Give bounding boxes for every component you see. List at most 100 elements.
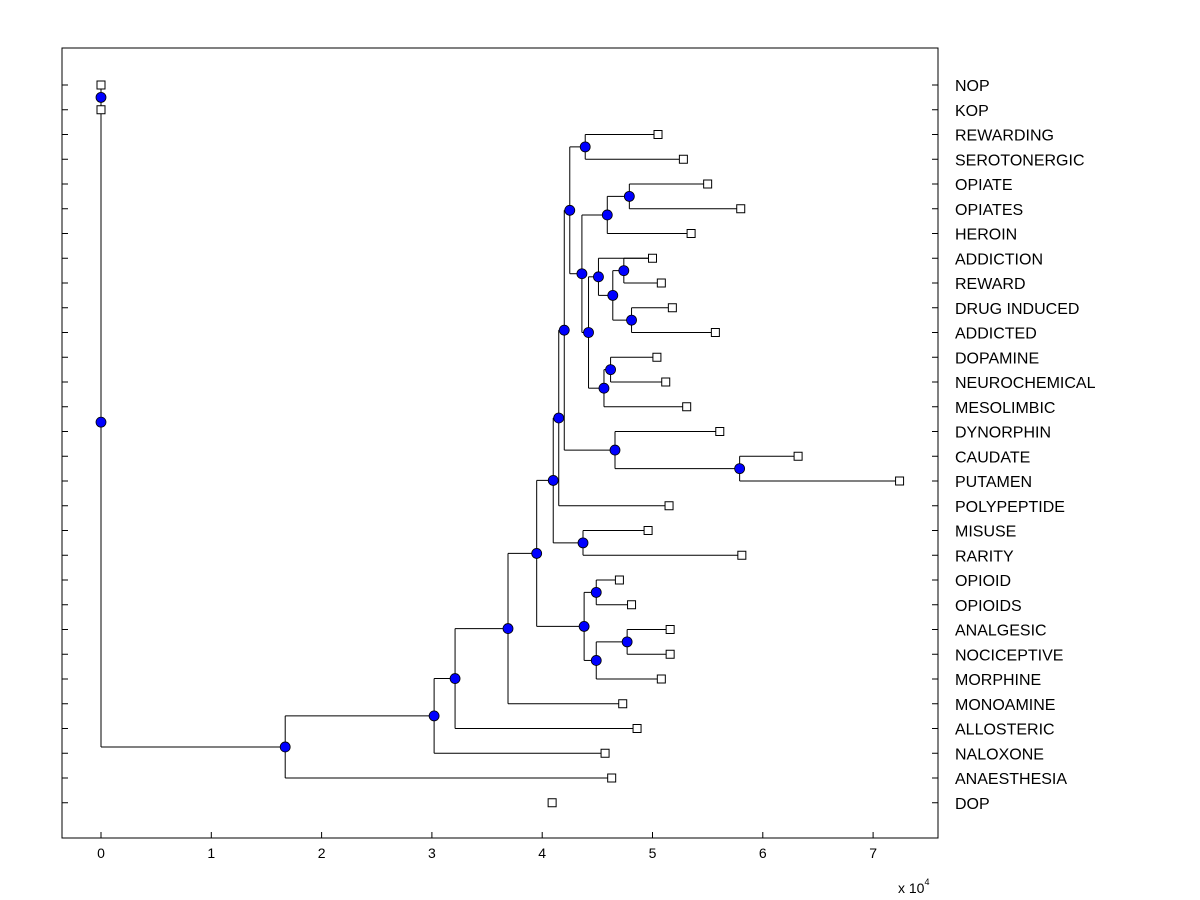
leaf-marker — [715, 427, 725, 436]
leaf-label: ALLOSTERIC — [955, 722, 1055, 739]
merge-node — [279, 741, 291, 753]
merge-node — [593, 271, 604, 283]
merge-node — [502, 623, 514, 634]
plot-frame — [61, 47, 939, 839]
leaf-label: DYNORPHIN — [955, 425, 1051, 442]
leaf-label: PUTAMEN — [955, 474, 1032, 491]
leaf-markers — [96, 80, 905, 808]
leaf-label: REWARDING — [955, 128, 1054, 145]
leaf-marker — [667, 303, 677, 313]
leaf-marker — [547, 798, 557, 808]
merge-node — [428, 710, 440, 722]
merge-node — [578, 621, 590, 632]
x-tick-label: 4 — [538, 845, 546, 861]
leaf-marker — [607, 773, 617, 783]
leaf-label: DRUG INDUCED — [955, 301, 1079, 318]
leaf-label: DOPAMINE — [955, 350, 1039, 367]
x-axis-ticks: 0 1 2 3 4 5 6 7 — [97, 832, 877, 861]
merge-node — [547, 475, 559, 486]
leaf-marker — [614, 575, 624, 585]
leaf-labels: NOP KOP REWARDING SEROTONERGIC OPIATE OPIATES… — [955, 78, 1096, 813]
leaf-label: MONOAMINE — [955, 697, 1055, 714]
leaf-label: CAUDATE — [955, 449, 1030, 466]
leaf-label: NEUROCHEMICAL — [955, 375, 1096, 392]
leaf-label: MORPHINE — [955, 672, 1041, 689]
merge-node — [601, 209, 613, 221]
x-scale-base: x 10 — [898, 880, 925, 896]
leaf-label: RARITY — [955, 548, 1014, 565]
merge-node — [626, 314, 637, 326]
y-axis-ticks — [62, 84, 938, 804]
leaf-marker — [895, 476, 905, 486]
leaf-label: ADDICTION — [955, 251, 1043, 268]
merge-node — [449, 673, 461, 684]
leaf-label: SEROTONERGIC — [955, 152, 1085, 169]
leaf-label: OPIATE — [955, 177, 1013, 194]
leaf-marker — [736, 204, 746, 214]
leaf-label: OPIOIDS — [955, 598, 1022, 615]
leaf-marker — [703, 179, 713, 189]
leaf-marker — [678, 154, 688, 164]
leaf-marker — [665, 649, 675, 659]
merge-node — [618, 265, 630, 277]
leaf-marker — [96, 80, 106, 90]
leaf-marker — [661, 377, 671, 387]
merge-node — [621, 636, 633, 648]
x-tick-label: 6 — [759, 845, 767, 861]
merge-node — [553, 412, 565, 424]
merge-node — [590, 655, 602, 666]
merge-node — [576, 268, 588, 280]
merge-node — [609, 444, 621, 456]
leaf-marker — [656, 674, 666, 684]
merge-node — [95, 91, 107, 103]
leaf-label: REWARD — [955, 276, 1026, 293]
leaf-label: KOP — [955, 103, 989, 120]
leaf-label: OPIATES — [955, 202, 1023, 219]
leaf-label: ANALGESIC — [955, 623, 1047, 640]
x-tick-label: 5 — [649, 845, 657, 861]
leaf-label: MISUSE — [955, 524, 1016, 541]
leaf-marker — [665, 625, 675, 634]
leaf-label: OPIOID — [955, 573, 1011, 590]
leaf-marker — [656, 278, 666, 288]
leaf-marker — [686, 229, 696, 238]
merge-node — [598, 382, 610, 394]
merge-node — [623, 190, 635, 202]
merge-node — [583, 327, 594, 338]
merge-node — [605, 364, 616, 376]
leaf-marker — [627, 600, 637, 610]
leaf-marker — [643, 526, 653, 535]
leaf-marker — [793, 451, 803, 461]
dendrogram-links — [100, 85, 900, 779]
merge-node — [564, 204, 576, 216]
leaf-label: ANAESTHESIA — [955, 771, 1067, 788]
leaf-label: NALOXONE — [955, 746, 1044, 763]
node-markers — [95, 91, 746, 753]
merge-node — [590, 586, 602, 598]
leaf-marker — [600, 748, 610, 758]
x-tick-label: 2 — [318, 845, 326, 861]
leaf-label: ADDICTED — [955, 326, 1037, 343]
leaf-marker — [710, 328, 720, 337]
leaf-marker — [682, 402, 692, 412]
x-scale-exponent: 4 — [924, 877, 929, 887]
leaf-label: NOCICEPTIVE — [955, 647, 1063, 664]
merge-node — [531, 548, 543, 559]
leaf-marker — [96, 105, 106, 115]
x-tick-label: 0 — [97, 845, 105, 861]
leaf-label: HEROIN — [955, 227, 1017, 244]
x-scale-label: x 104 — [898, 877, 929, 896]
merge-node — [579, 141, 591, 153]
merge-node — [558, 324, 570, 336]
leaf-label: POLYPEPTIDE — [955, 499, 1065, 516]
merge-node — [95, 416, 107, 428]
leaf-label: NOP — [955, 78, 990, 95]
merge-node — [577, 537, 589, 549]
leaf-marker — [648, 253, 657, 263]
x-tick-label: 1 — [207, 845, 215, 861]
leaf-marker — [652, 352, 662, 362]
merge-node — [607, 289, 619, 301]
leaf-marker — [653, 130, 663, 139]
leaf-marker — [632, 724, 642, 733]
